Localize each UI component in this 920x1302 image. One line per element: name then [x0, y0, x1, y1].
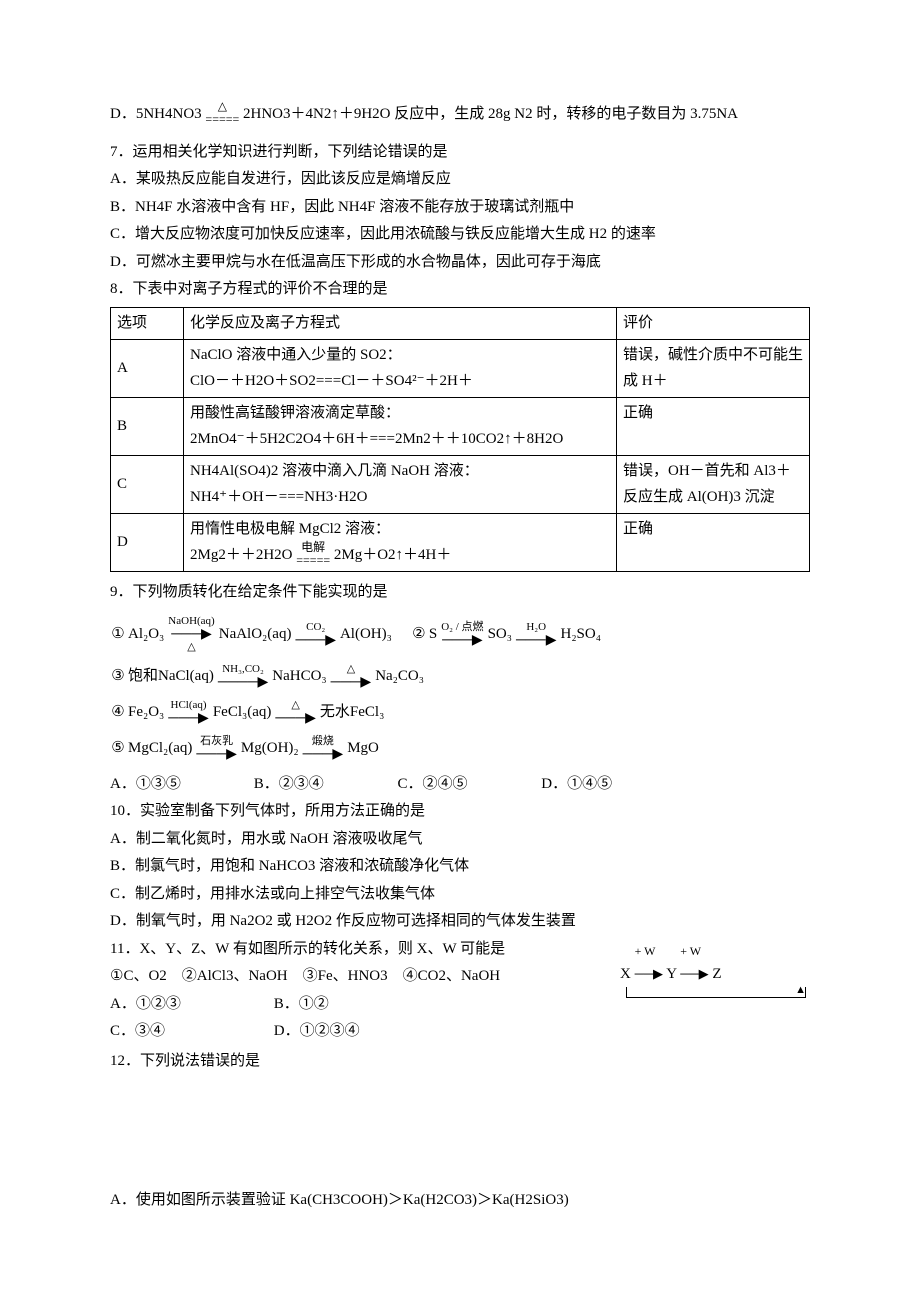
eq-condition: △ =====	[205, 100, 239, 125]
q9-r5: ⑤ MgCl₂(aq) 石灰乳 ───▶ Mg(OH)₂ 煅烧 ───▶ MgO	[110, 736, 810, 762]
arrow-icon: 煅烧 ───▶	[303, 736, 344, 762]
cell-eval: 正确	[617, 398, 810, 456]
arrow-icon: H₂O ───▶	[516, 622, 557, 648]
arrow-icon: NaOH(aq) ───▶ △	[168, 616, 214, 654]
q11-options-2: C．③④ D．①②③④	[110, 1019, 810, 1045]
cell-eval: 错误，碱性介质中不可能生成 H＋	[617, 340, 810, 398]
q12-a: A．使用如图所示装置验证 Ka(CH3COOH)＞Ka(H2CO3)＞Ka(H2…	[110, 1188, 810, 1214]
arrow-icon: O₂ / 点燃 ───▶	[441, 622, 483, 648]
cell-rxn: 用酸性高锰酸钾溶液滴定草酸： 2MnO4⁻＋5H2C2O4＋6H＋===2Mn2…	[184, 398, 617, 456]
cell-rxn: NaClO 溶液中通入少量的 SO2： ClO－＋H2O＋SO2===Cl－＋S…	[184, 340, 617, 398]
q9-options: A．①③⑤ B．②③④ C．②④⑤ D．①④⑤	[110, 772, 810, 798]
q9-stem: 9．下列物质转化在给定条件下能实现的是	[110, 580, 810, 606]
q12-stem: 12．下列说法错误的是	[110, 1049, 810, 1075]
q9-reactions: ① Al₂O₃ NaOH(aq) ───▶ △ NaAlO₂(aq) CO₂ ─…	[110, 616, 810, 762]
table-row: B 用酸性高锰酸钾溶液滴定草酸： 2MnO4⁻＋5H2C2O4＋6H＋===2M…	[111, 398, 810, 456]
q9-r3: ③ 饱和NaCl(aq) NH₃,CO₂ ────▶ NaHCO₃ △ ───▶…	[110, 664, 810, 690]
q10-a: A．制二氧化氮时，用水或 NaOH 溶液吸收尾气	[110, 827, 810, 853]
table-row: D 用惰性电极电解 MgCl2 溶液： 2Mg2＋＋2H2O 电解 ===== …	[111, 514, 810, 572]
table-header-row: 选项 化学反应及离子方程式 评价	[111, 307, 810, 340]
q10-b: B．制氯气时，用饱和 NaHCO3 溶液和浓硫酸净化气体	[110, 854, 810, 880]
arrow-up-icon: ▲	[795, 981, 806, 1000]
q7-c: C．增大反应物浓度可加快反应速率，因此用浓硫酸与铁反应能增大生成 H2 的速率	[110, 222, 810, 248]
cell-opt: C	[111, 456, 184, 514]
th-eval: 评价	[617, 307, 810, 340]
q7-a: A．某吸热反应能自发进行，因此该反应是熵增反应	[110, 167, 810, 193]
eq-condition: 电解 =====	[296, 541, 330, 566]
q11-diagram: X + W──▶ Y + W──▶ Z ▲	[620, 941, 810, 999]
arrow-icon: HCl(aq) ───▶	[168, 700, 209, 726]
q6d-prefix: D．5NH4NO3	[110, 106, 205, 122]
q8-stem: 8．下表中对离子方程式的评价不合理的是	[110, 277, 810, 303]
table-row: C NH4Al(SO4)2 溶液中滴入几滴 NaOH 溶液： NH4⁺＋OH－=…	[111, 456, 810, 514]
q10-c: C．制乙烯时，用排水法或向上排空气法收集气体	[110, 882, 810, 908]
q10-d: D．制氧气时，用 Na2O2 或 H2O2 作反应物可选择相同的气体发生装置	[110, 909, 810, 935]
q9-r1: ① Al₂O₃ NaOH(aq) ───▶ △ NaAlO₂(aq) CO₂ ─…	[110, 616, 810, 654]
arrow-icon: 石灰乳 ───▶	[196, 736, 237, 762]
th-rxn: 化学反应及离子方程式	[184, 307, 617, 340]
arrow-icon: △ ───▶	[331, 664, 372, 690]
th-opt: 选项	[111, 307, 184, 340]
q10-stem: 10．实验室制备下列气体时，所用方法正确的是	[110, 799, 810, 825]
arrow-icon: △ ───▶	[275, 700, 316, 726]
cell-eval: 正确	[617, 514, 810, 572]
q9-r4: ④ Fe₂O₃ HCl(aq) ───▶ FeCl₃(aq) △ ───▶ 无水…	[110, 700, 810, 726]
cell-rxn: 用惰性电极电解 MgCl2 溶液： 2Mg2＋＋2H2O 电解 ===== 2M…	[184, 514, 617, 572]
q6d-suffix: 2HNO3＋4N2↑＋9H2O 反应中，生成 28g N2 时，转移的电子数目为…	[243, 106, 738, 122]
arrow-icon: NH₃,CO₂ ────▶	[218, 664, 268, 690]
q6-option-d: D．5NH4NO3 △ ===== 2HNO3＋4N2↑＋9H2O 反应中，生成…	[110, 102, 810, 128]
cell-eval: 错误，OH－首先和 Al3＋反应生成 Al(OH)3 沉淀	[617, 456, 810, 514]
table-row: A NaClO 溶液中通入少量的 SO2： ClO－＋H2O＋SO2===Cl－…	[111, 340, 810, 398]
cell-rxn: NH4Al(SO4)2 溶液中滴入几滴 NaOH 溶液： NH4⁺＋OH－===…	[184, 456, 617, 514]
cell-opt: B	[111, 398, 184, 456]
arrow-icon: CO₂ ───▶	[295, 622, 336, 648]
cell-opt: D	[111, 514, 184, 572]
q7-b: B．NH4F 水溶液中含有 HF，因此 NH4F 溶液不能存放于玻璃试剂瓶中	[110, 195, 810, 221]
q8-table: 选项 化学反应及离子方程式 评价 A NaClO 溶液中通入少量的 SO2： C…	[110, 307, 810, 573]
q7-d: D．可燃冰主要甲烷与水在低温高压下形成的水合物晶体，因此可存于海底	[110, 250, 810, 276]
q11-block: X + W──▶ Y + W──▶ Z ▲ 11．X、Y、Z、W 有如图所示的转…	[110, 937, 810, 1047]
q7-stem: 7．运用相关化学知识进行判断，下列结论错误的是	[110, 140, 810, 166]
cell-opt: A	[111, 340, 184, 398]
